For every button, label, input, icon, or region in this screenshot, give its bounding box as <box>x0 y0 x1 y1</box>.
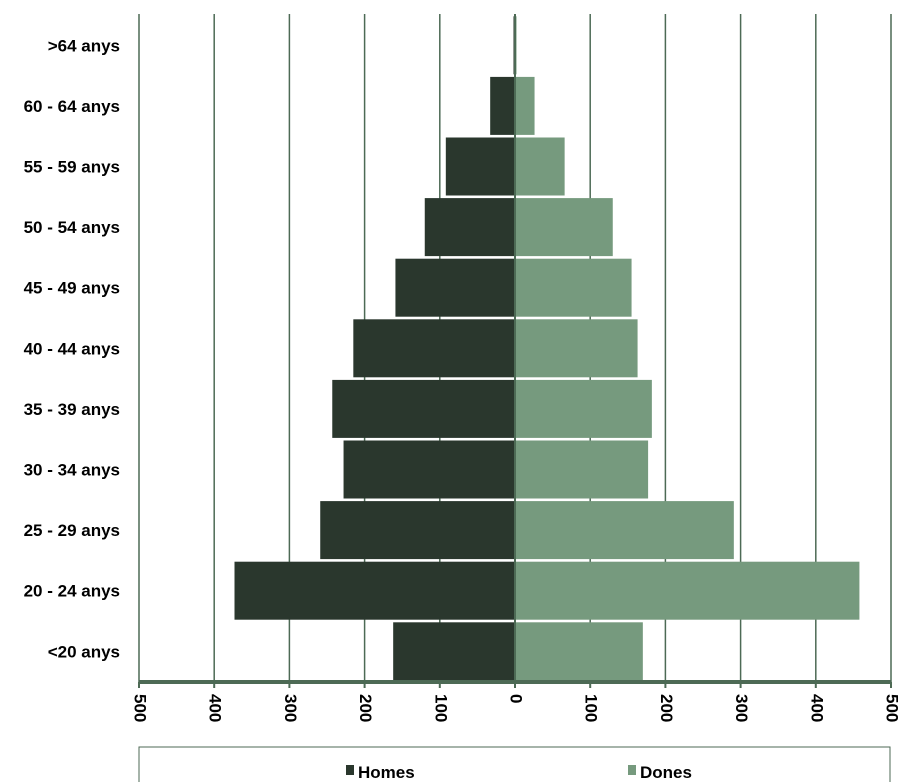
category-label: >64 anys <box>48 36 120 55</box>
bar-dones <box>515 198 613 257</box>
x-tick-label: 200 <box>657 694 676 722</box>
bar-homes <box>332 379 515 438</box>
axes <box>138 14 892 688</box>
bar-homes <box>424 198 515 257</box>
category-label: 30 - 34 anys <box>24 461 120 480</box>
bar-homes <box>445 137 515 196</box>
legend-frame <box>138 746 891 782</box>
x-tick-label: 100 <box>582 694 601 722</box>
category-label: 50 - 54 anys <box>24 218 120 237</box>
category-label: 25 - 29 anys <box>24 521 120 540</box>
bar-dones <box>515 440 649 499</box>
bar-dones <box>515 561 860 620</box>
x-tick-label: 300 <box>281 694 300 722</box>
bar-dones <box>515 258 632 317</box>
bar-homes <box>234 561 515 620</box>
bar-homes <box>393 622 515 681</box>
x-tick-label: 500 <box>883 694 901 722</box>
category-label: 35 - 39 anys <box>24 400 120 419</box>
category-label: 60 - 64 anys <box>24 97 120 116</box>
legend-swatch-homes <box>346 765 354 775</box>
x-tick-label: 500 <box>131 694 150 722</box>
bar-dones <box>515 76 535 135</box>
bar-homes <box>343 440 515 499</box>
category-label: 45 - 49 anys <box>24 279 120 298</box>
bar-dones <box>515 379 652 438</box>
legend-label-homes: Homes <box>358 763 415 782</box>
x-tick-label: 300 <box>732 694 751 722</box>
category-label: 20 - 24 anys <box>24 582 120 601</box>
bar-dones <box>515 319 638 378</box>
bar-dones <box>515 137 565 196</box>
legend-swatch-dones <box>628 765 636 775</box>
bars <box>234 16 860 681</box>
legend-label-dones: Dones <box>640 763 692 782</box>
x-tick-label: 200 <box>356 694 375 722</box>
bar-homes <box>353 319 515 378</box>
bar-homes <box>320 501 515 560</box>
x-tick-label: 400 <box>807 694 826 722</box>
category-label: 40 - 44 anys <box>24 339 120 358</box>
category-labels: <20 anys 20 - 24 anys 25 - 29 anys 30 - 34 … <box>24 36 120 661</box>
x-tick-labels: 500 400 300 200 100 0 100 200 300 400 500 <box>131 694 901 722</box>
category-label: <20 anys <box>48 642 120 661</box>
legend: Homes Dones <box>138 746 891 782</box>
bar-dones <box>515 622 643 681</box>
category-label: 55 - 59 anys <box>24 158 120 177</box>
bar-dones <box>515 501 734 560</box>
x-tick-label: 400 <box>206 694 225 722</box>
bar-homes <box>490 76 515 135</box>
bar-homes <box>395 258 515 317</box>
x-tick-label: 100 <box>431 694 450 722</box>
x-tick-label: 0 <box>507 694 526 703</box>
